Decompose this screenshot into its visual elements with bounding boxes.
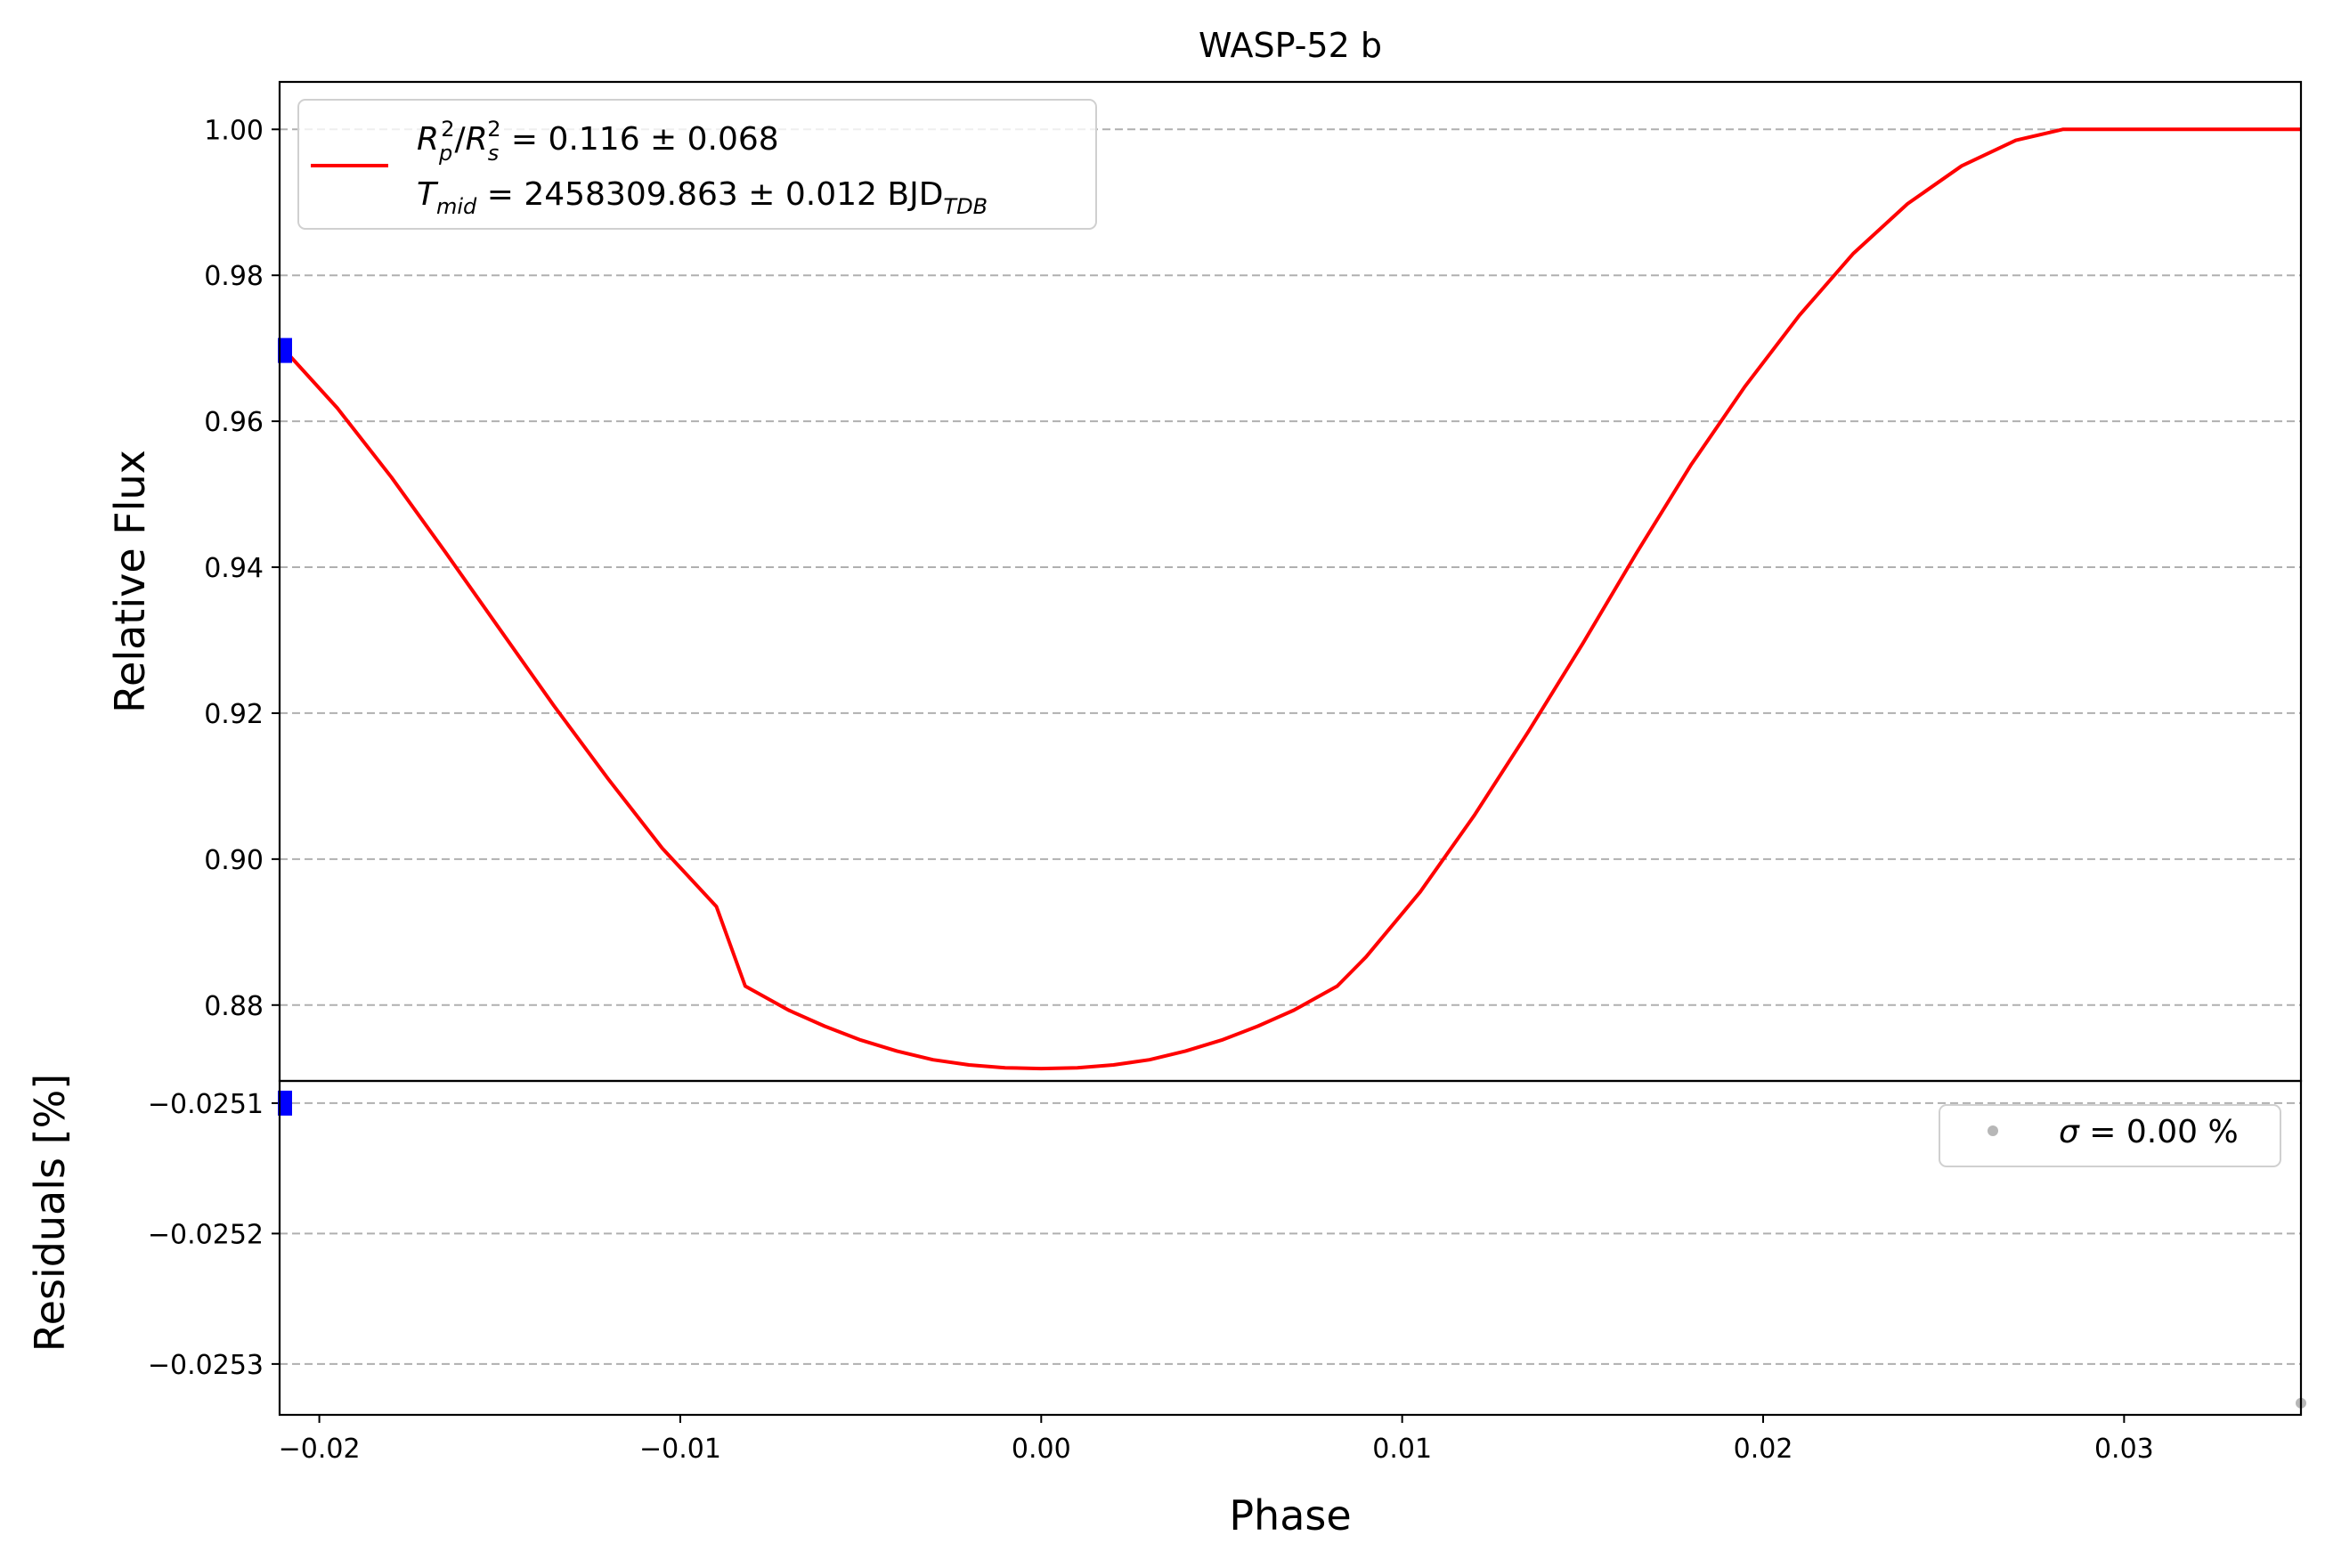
flux-y-tick-label: 0.96 <box>204 407 264 438</box>
residual-y-axis-label: Residuals [%] <box>26 1074 74 1352</box>
legend-radius-ratio-value: = 0.116 ± 0.068 <box>500 121 778 158</box>
legend-radius-ratio-entry: Rp2/Rs2 = 0.116 ± 0.068 <box>417 117 779 166</box>
transit-model-line <box>278 127 2301 1071</box>
legend-sq-superscript-2: 2 <box>487 117 500 142</box>
flux-data-point <box>278 337 292 363</box>
legend-sq-superscript-1: 2 <box>441 117 454 142</box>
residual-y-ticks: −0.0251 −0.0252 −0.0253 <box>148 1089 280 1381</box>
flux-y-ticks: 0.88 0.90 0.92 0.94 0.96 0.98 1.00 <box>204 115 280 1022</box>
residual-y-tick-label: −0.0251 <box>148 1089 264 1120</box>
legend-mid-subscript: mid <box>436 194 477 219</box>
legend-p-subscript: p <box>438 141 452 166</box>
legend-s-subscript: s <box>488 141 500 166</box>
flux-y-tick-label: 0.98 <box>204 261 264 292</box>
flux-y-tick-label: 0.90 <box>204 845 264 876</box>
phase-x-tick-label: 0.01 <box>1372 1434 1432 1465</box>
flux-y-tick-label: 1.00 <box>204 115 264 146</box>
flux-legend-box <box>297 99 1097 230</box>
legend-r-symbol: R <box>417 121 439 158</box>
phase-x-tick-label: 0.03 <box>2094 1434 2154 1465</box>
flux-y-tick-label: 0.92 <box>204 699 264 730</box>
residual-data-point <box>278 1090 292 1116</box>
phase-x-tick-label: −0.01 <box>639 1434 721 1465</box>
legend-r-symbol-2: R <box>466 121 488 158</box>
legend-t-symbol: T <box>417 176 439 213</box>
phase-x-tick-label: −0.02 <box>279 1434 361 1465</box>
residual-legend-marker <box>1988 1125 1998 1136</box>
residual-legend-box <box>1939 1104 2281 1167</box>
phase-x-tick-label: 0.02 <box>1734 1434 1793 1465</box>
chart-title: WASP-52 b <box>1199 26 1382 65</box>
legend-tmid-value: = 2458309.863 ± 0.012 BJD <box>476 176 943 213</box>
flux-y-tick-label: 0.88 <box>204 991 264 1022</box>
legend-sigma-symbol: σ <box>2059 1114 2080 1150</box>
residual-legend: σ = 0.00 % <box>1939 1104 2281 1167</box>
flux-series <box>278 127 2301 1071</box>
residual-panel: −0.0251 −0.0252 −0.0253 −0.02 −0.01 0.00 0.01… <box>26 1074 2306 1540</box>
legend-slash: / <box>455 121 467 158</box>
residual-gridlines <box>280 1101 2301 1365</box>
phase-x-ticks: −0.02 −0.01 0.00 0.01 0.02 0.03 <box>279 1415 2154 1465</box>
legend-tdb-subscript: TDB <box>943 194 988 219</box>
residual-y-tick-label: −0.0253 <box>148 1350 264 1381</box>
legend-tmid-entry: Tmid = 2458309.863 ± 0.012 BJDTDB <box>417 176 988 219</box>
residual-y-tick-label: −0.0252 <box>148 1219 264 1250</box>
phase-x-tick-label: 0.00 <box>1012 1434 1071 1465</box>
residual-plot-frame <box>278 1079 2303 1417</box>
phase-x-axis-label: Phase <box>1229 1491 1351 1540</box>
legend-sigma-value: = 0.00 % <box>2079 1114 2239 1150</box>
residual-legend-entry: σ = 0.00 % <box>2059 1114 2239 1150</box>
flux-legend: Rp2/Rs2 = 0.116 ± 0.068 Tmid = 2458309.8… <box>297 99 1097 230</box>
flux-y-axis-label: Relative Flux <box>106 450 154 713</box>
flux-y-tick-label: 0.94 <box>204 553 264 584</box>
